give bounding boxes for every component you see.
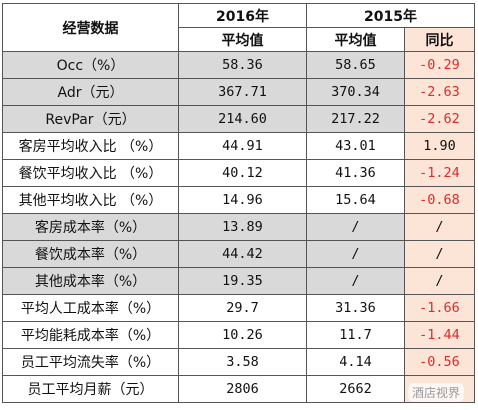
row-label: 平均人工成本率（%） xyxy=(2,294,179,322)
row-label: 员工平均月薪（元） xyxy=(2,375,179,403)
cell: 43.01 xyxy=(306,132,405,160)
table-row: 客房成本率（%） 13.89// xyxy=(2,213,475,241)
header-title: 经营数据 xyxy=(2,3,179,52)
cell: 1.90 xyxy=(404,132,475,160)
cell: 58.65 xyxy=(306,51,405,79)
cell: 40.12 xyxy=(178,159,307,187)
cell: 13.89 xyxy=(178,213,307,241)
header-avg: 平均值 xyxy=(306,27,405,52)
row-label: 其他成本率（%） xyxy=(2,267,179,295)
table-row: 平均能耗成本率（%） 10.26 11.7 -1.44 xyxy=(2,321,475,349)
cell: 4.14 xyxy=(306,348,405,376)
row-label: RevPar（元） xyxy=(2,105,179,133)
cell: / xyxy=(404,267,475,295)
cell: 217.22 xyxy=(306,105,405,133)
row-label: 客房平均收入比 （%） xyxy=(2,132,179,160)
cell: 31.36 xyxy=(306,294,405,322)
row-label: 客房成本率（%） xyxy=(2,213,179,241)
row-label: 餐饮平均收入比 （%） xyxy=(2,159,179,187)
cell: -0.29 xyxy=(404,51,475,79)
table-row: 平均人工成本率（%） 29.7 31.36 -1.66 xyxy=(2,294,475,322)
table-row: RevPar（元） 214.60 217.22 -2.62 xyxy=(2,105,475,133)
table-row: 其他平均收入比 （%） 14.96 15.64 -0.68 xyxy=(2,186,475,214)
cell: 44.42 xyxy=(178,240,307,268)
cell: / xyxy=(404,213,475,241)
table-row: 餐饮成本率（%） 44.42// xyxy=(2,240,475,268)
cell: 11.7 xyxy=(306,321,405,349)
data-table: 经营数据 2016年 2015年 平均值 平均值 同比 Occ（%） 58.36 5… xyxy=(2,3,475,403)
row-label: 员工平均流失率（%） xyxy=(2,348,179,376)
cell: 14.96 xyxy=(178,186,307,214)
cell: -2.62 xyxy=(404,105,475,133)
header-avg: 平均值 xyxy=(178,27,307,52)
cell: -1.44 xyxy=(404,321,475,349)
cell: -1.66 xyxy=(404,294,475,322)
cell: 3.58 xyxy=(178,348,307,376)
cell: / xyxy=(306,213,405,241)
header-year: 2016年 xyxy=(178,3,307,28)
table-row: 其他成本率（%） 19.35// xyxy=(2,267,475,295)
table-row: Occ（%） 58.36 58.65 -0.29 xyxy=(2,51,475,79)
cell: 58.36 xyxy=(178,51,307,79)
cell: 44.91 xyxy=(178,132,307,160)
cell: 29.7 xyxy=(178,294,307,322)
table-row: 员工平均月薪（元） 2806 2662 xyxy=(2,375,475,403)
table-row: 客房平均收入比 （%） 44.91 43.01 1.90 xyxy=(2,132,475,160)
cell: 367.71 xyxy=(178,78,307,106)
cell: -0.68 xyxy=(404,186,475,214)
cell: 370.34 xyxy=(306,78,405,106)
cell: / xyxy=(404,240,475,268)
row-label: 餐饮成本率（%） xyxy=(2,240,179,268)
cell: 19.35 xyxy=(178,267,307,295)
cell: 2806 xyxy=(178,375,307,403)
cell: / xyxy=(306,267,405,295)
cell: -0.56 xyxy=(404,348,475,376)
cell: / xyxy=(306,240,405,268)
cell: 2662 xyxy=(306,375,405,403)
table-row: 员工平均流失率（%） 3.58 4.14 -0.56 xyxy=(2,348,475,376)
cell: 214.60 xyxy=(178,105,307,133)
table-body: Occ（%） 58.36 58.65 -0.29 Adr（元） 367.71 370.34-… xyxy=(2,51,475,403)
header-yoy: 同比 xyxy=(404,27,475,52)
watermark: 酒店视界 xyxy=(407,383,464,402)
table-row: Adr（元） 367.71 370.34 -2.63 xyxy=(2,78,475,106)
table-row: 餐饮平均收入比 （%） 40.12 41.36 -1.24 xyxy=(2,159,475,187)
cell: -2.63 xyxy=(404,78,475,106)
cell: 10.26 xyxy=(178,321,307,349)
row-label: Adr（元） xyxy=(2,78,179,106)
row-label: Occ（%） xyxy=(2,51,179,79)
row-label: 平均能耗成本率（%） xyxy=(2,321,179,349)
row-label: 其他平均收入比 （%） xyxy=(2,186,179,214)
cell: 15.64 xyxy=(306,186,405,214)
cell: 41.36 xyxy=(306,159,405,187)
cell: -1.24 xyxy=(404,159,475,187)
header-year: 2015年 xyxy=(306,3,475,28)
